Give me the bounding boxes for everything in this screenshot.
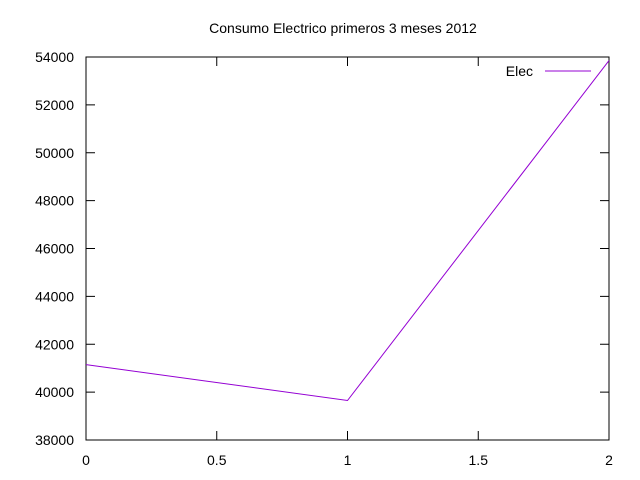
x-tick-label: 1.5	[469, 452, 489, 468]
y-tick-label: 42000	[35, 336, 74, 352]
y-axis: 38000 40000 42000 44000 46000 48000 50000 52000…	[35, 49, 609, 448]
y-tick-label: 40000	[35, 384, 74, 400]
x-tick-label: 0	[82, 452, 90, 468]
y-tick-label: 52000	[35, 97, 74, 113]
y-tick-label: 44000	[35, 288, 74, 304]
x-tick-label: 1	[344, 452, 352, 468]
x-tick-label: 2	[605, 452, 613, 468]
plot-frame	[85, 56, 610, 441]
y-tick-label: 48000	[35, 193, 74, 209]
x-tick-label: 0.5	[207, 452, 227, 468]
y-tick-label: 38000	[35, 432, 74, 448]
legend-label: Elec	[506, 63, 533, 79]
x-axis: 0 0.5 1 1.5 2	[82, 57, 613, 468]
y-tick-label: 46000	[35, 241, 74, 257]
y-tick-label: 54000	[35, 49, 74, 65]
legend: Elec	[506, 63, 591, 79]
series-line-elec	[85, 60, 610, 402]
chart-title: Consumo Electrico primeros 3 meses 2012	[209, 20, 477, 36]
series-layer	[85, 60, 610, 402]
y-tick-label: 50000	[35, 145, 74, 161]
